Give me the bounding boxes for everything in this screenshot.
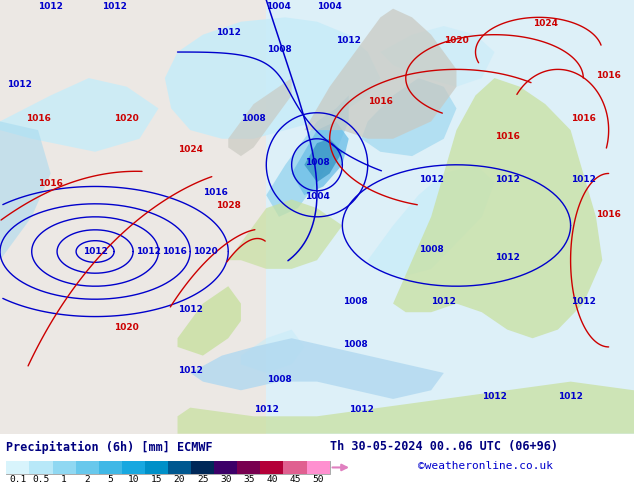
Text: 1024: 1024 (178, 145, 203, 154)
Text: 1020: 1020 (444, 36, 469, 46)
Text: 5: 5 (107, 475, 113, 484)
Text: 1012: 1012 (82, 247, 108, 256)
Bar (0, 0, 266, 434)
Polygon shape (292, 122, 349, 195)
Bar (122, 461, 145, 474)
Text: 1012: 1012 (336, 0, 361, 2)
Polygon shape (361, 78, 456, 156)
Polygon shape (304, 139, 342, 182)
Text: 1012: 1012 (418, 175, 444, 184)
Bar (168, 461, 191, 474)
Text: 20: 20 (174, 475, 185, 484)
Text: 1020: 1020 (114, 322, 139, 332)
Polygon shape (368, 165, 495, 277)
Text: 1016: 1016 (596, 210, 621, 219)
Bar (237, 461, 261, 474)
Text: 1016: 1016 (25, 115, 51, 123)
Text: 1: 1 (61, 475, 67, 484)
Text: 1008: 1008 (304, 158, 330, 167)
Text: 1016: 1016 (203, 188, 228, 197)
Text: 1012: 1012 (571, 175, 596, 184)
Text: 1012: 1012 (6, 80, 32, 89)
Polygon shape (393, 78, 602, 338)
Polygon shape (266, 96, 349, 217)
Text: 1012: 1012 (178, 305, 203, 314)
Bar (75, 461, 99, 474)
Text: Precipitation (6h) [mm] ECMWF: Precipitation (6h) [mm] ECMWF (6, 441, 213, 454)
Text: 1012: 1012 (216, 28, 241, 37)
Polygon shape (178, 382, 634, 434)
Text: Th 30-05-2024 00..06 UTC (06+96): Th 30-05-2024 00..06 UTC (06+96) (330, 441, 558, 453)
Text: 2: 2 (84, 475, 90, 484)
Text: 1004: 1004 (317, 1, 342, 11)
Text: 1012: 1012 (482, 392, 507, 401)
Text: 1012: 1012 (495, 175, 520, 184)
Text: 30: 30 (220, 475, 231, 484)
Text: 1012: 1012 (431, 296, 456, 306)
Polygon shape (178, 286, 241, 356)
Text: 40: 40 (266, 475, 278, 484)
Text: 1008: 1008 (266, 45, 292, 54)
Text: 1012: 1012 (178, 366, 203, 375)
Text: 1012: 1012 (495, 253, 520, 262)
Polygon shape (190, 338, 444, 399)
Polygon shape (165, 17, 380, 139)
Text: 1008: 1008 (342, 340, 368, 349)
Text: 1004: 1004 (304, 193, 330, 201)
Text: 1008: 1008 (418, 245, 444, 253)
Text: 1012: 1012 (254, 405, 279, 414)
Bar (261, 461, 283, 474)
Polygon shape (0, 122, 51, 260)
Text: 1016: 1016 (38, 179, 63, 189)
Text: 0.1: 0.1 (10, 475, 27, 484)
Text: 1028: 1028 (216, 201, 241, 210)
Text: 1012: 1012 (558, 392, 583, 401)
Text: 25: 25 (197, 475, 209, 484)
Text: 1008: 1008 (342, 296, 368, 306)
Bar (283, 461, 307, 474)
Text: 1012: 1012 (101, 1, 127, 11)
Polygon shape (0, 78, 158, 152)
Text: 1012: 1012 (136, 247, 161, 256)
Polygon shape (228, 199, 342, 269)
Text: 1012: 1012 (38, 1, 63, 11)
Text: 45: 45 (289, 475, 301, 484)
Text: 1024: 1024 (533, 19, 558, 28)
Text: 1016: 1016 (571, 115, 596, 123)
Bar (53, 461, 75, 474)
Text: 15: 15 (151, 475, 162, 484)
Polygon shape (228, 78, 292, 156)
Polygon shape (380, 26, 495, 87)
Text: 50: 50 (313, 475, 324, 484)
Text: 1012: 1012 (571, 296, 596, 306)
Text: 1016: 1016 (368, 97, 393, 106)
Bar (29, 461, 53, 474)
Text: 1016: 1016 (162, 247, 186, 256)
Bar (6, 461, 29, 474)
Bar (99, 461, 122, 474)
Bar (191, 461, 214, 474)
Text: 0.5: 0.5 (32, 475, 49, 484)
Text: 1016: 1016 (495, 132, 520, 141)
Text: 10: 10 (127, 475, 139, 484)
Text: 1012: 1012 (336, 36, 361, 46)
Bar (214, 461, 237, 474)
Text: 35: 35 (243, 475, 255, 484)
Text: 1020: 1020 (114, 115, 139, 123)
Text: ©weatheronline.co.uk: ©weatheronline.co.uk (418, 461, 553, 471)
Bar (307, 461, 330, 474)
Text: 1020: 1020 (193, 247, 218, 256)
Polygon shape (304, 9, 456, 139)
Bar (6, 461, 330, 474)
Text: 1012: 1012 (349, 405, 374, 414)
Text: 1008: 1008 (241, 115, 266, 123)
Text: 1008: 1008 (266, 375, 292, 384)
Polygon shape (241, 330, 304, 373)
Text: 1004: 1004 (266, 1, 292, 11)
Text: 1016: 1016 (596, 71, 621, 80)
Bar (145, 461, 168, 474)
